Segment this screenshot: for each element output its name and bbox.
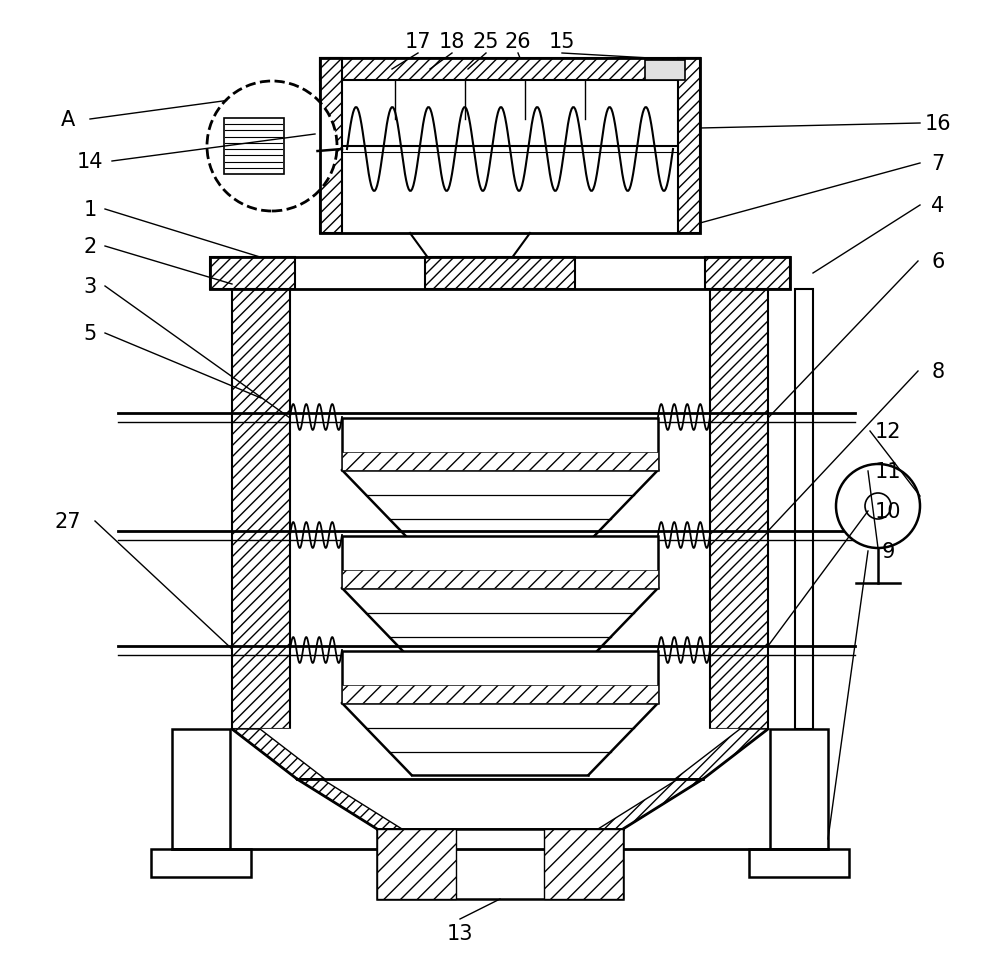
Bar	[377, 829, 456, 899]
Text: 4: 4	[931, 196, 945, 216]
Text: 9: 9	[881, 541, 895, 561]
Polygon shape	[342, 703, 658, 776]
Text: 3: 3	[83, 277, 97, 297]
Circle shape	[836, 464, 920, 549]
Text: 11: 11	[875, 461, 901, 481]
Bar	[342, 652, 658, 703]
Bar	[770, 729, 828, 850]
Text: 27: 27	[55, 511, 81, 531]
Bar	[342, 685, 658, 703]
Bar	[320, 59, 342, 234]
Bar	[320, 59, 700, 81]
Text: 7: 7	[931, 154, 945, 174]
Polygon shape	[297, 779, 402, 829]
Polygon shape	[232, 729, 325, 779]
Bar	[645, 61, 685, 81]
Text: 13: 13	[447, 923, 473, 943]
Polygon shape	[232, 729, 768, 779]
Text: 25: 25	[473, 32, 499, 52]
Text: 15: 15	[549, 32, 575, 52]
Bar	[544, 829, 623, 899]
Bar	[749, 850, 849, 877]
Text: 18: 18	[439, 32, 465, 52]
Bar	[210, 258, 295, 289]
Text: A: A	[61, 110, 75, 130]
Bar	[224, 119, 284, 175]
Polygon shape	[342, 471, 658, 542]
Polygon shape	[342, 588, 658, 660]
Text: 14: 14	[77, 152, 103, 172]
Bar	[795, 289, 813, 729]
Bar	[342, 536, 658, 588]
Text: 26: 26	[505, 32, 531, 52]
Bar	[342, 453, 658, 471]
Bar	[342, 419, 658, 471]
Bar	[232, 289, 290, 729]
Text: 1: 1	[83, 200, 97, 220]
Text: 10: 10	[875, 502, 901, 522]
Bar	[705, 258, 790, 289]
Text: 2: 2	[83, 236, 97, 257]
Bar	[678, 59, 700, 234]
Polygon shape	[675, 729, 768, 779]
Bar	[320, 59, 700, 234]
Text: 8: 8	[931, 361, 945, 382]
Bar	[172, 729, 230, 850]
Text: 16: 16	[925, 114, 951, 134]
Circle shape	[207, 82, 337, 211]
Text: 5: 5	[83, 324, 97, 344]
Bar	[210, 258, 790, 289]
Bar	[342, 570, 658, 588]
Circle shape	[865, 494, 891, 520]
Bar	[151, 850, 251, 877]
Text: 12: 12	[875, 422, 901, 441]
Polygon shape	[598, 779, 703, 829]
Text: 17: 17	[405, 32, 431, 52]
Bar	[425, 258, 575, 289]
Bar	[377, 829, 623, 899]
Bar	[710, 289, 768, 729]
Text: 6: 6	[931, 252, 945, 272]
